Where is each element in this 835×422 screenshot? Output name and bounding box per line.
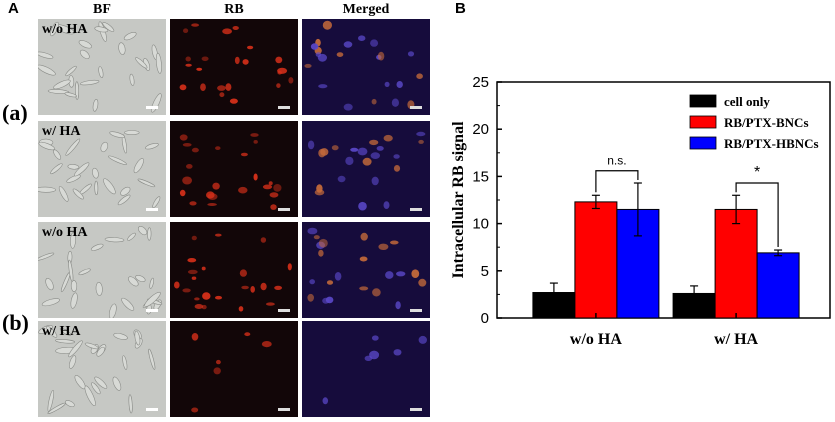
scale-bar xyxy=(146,408,158,411)
x-tick-label: w/ HA xyxy=(714,331,758,348)
micrograph-merged-row-1 xyxy=(302,19,430,115)
x-tick-label: w/o HA xyxy=(570,331,622,348)
y-tick-label: 10 xyxy=(472,216,489,233)
column-header-merged: Merged xyxy=(342,2,390,17)
scale-bar xyxy=(278,408,290,411)
bar-rb-ptx-bncs-2 xyxy=(714,208,758,319)
condition-label-row-4: w/ HA xyxy=(42,324,81,339)
bar-rb-ptx-bncs-1 xyxy=(574,201,618,319)
micrograph-bf-row-1: w/o HA xyxy=(38,19,166,115)
row-group-label-a: (a) xyxy=(2,100,28,125)
legend-swatch xyxy=(689,94,717,108)
panel-b-letter: B xyxy=(455,0,466,17)
scale-bar xyxy=(278,208,290,211)
legend-swatch xyxy=(689,136,717,150)
condition-label-row-2: w/ HA xyxy=(42,124,81,139)
column-header-rb: RB xyxy=(224,2,244,17)
scale-bar xyxy=(146,208,158,211)
significance-bracket xyxy=(735,182,779,248)
bar-chart: 0 5 10 15 20 25 Intracellular RB signal w/o HA w… xyxy=(450,74,831,348)
y-tick-label: 0 xyxy=(481,310,489,327)
legend-label: RB/PTX-HBNCs xyxy=(724,136,819,151)
micrograph-merged-row-3 xyxy=(302,222,430,318)
micrograph-rb-row-4 xyxy=(170,321,298,417)
condition-label-row-1: w/o HA xyxy=(42,22,88,37)
micrograph-rb-row-2 xyxy=(170,121,298,217)
row-group-label-b: (b) xyxy=(2,310,29,335)
scale-bar xyxy=(410,208,422,211)
micrograph-bf-row-3: w/o HA xyxy=(38,222,166,318)
y-axis-label: Intracellular RB signal xyxy=(450,121,467,279)
significance-bracket xyxy=(595,170,639,193)
scale-bar xyxy=(410,309,422,312)
micrograph-bf-row-2: w/ HA xyxy=(38,121,166,217)
scale-bar xyxy=(278,106,290,109)
micrograph-rb-row-1 xyxy=(170,19,298,115)
y-tick-label: 5 xyxy=(481,263,489,280)
micrograph-bf-row-4: w/ HA xyxy=(38,321,166,417)
significance-label: n.s. xyxy=(607,154,626,168)
legend-swatch xyxy=(689,115,717,129)
y-tick-label: 20 xyxy=(472,121,489,138)
scale-bar xyxy=(146,309,158,312)
y-tick-label: 15 xyxy=(472,168,489,185)
condition-label-row-3: w/o HA xyxy=(42,225,88,240)
micrograph-merged-row-4 xyxy=(302,321,430,417)
micrograph-rb-row-3 xyxy=(170,222,298,318)
bar-rb-ptx-hbncs-2 xyxy=(756,252,800,319)
legend-label: cell only xyxy=(724,94,770,109)
scale-bar xyxy=(410,106,422,109)
scale-bar xyxy=(146,106,158,109)
column-header-bf: BF xyxy=(93,2,111,17)
panel-a-letter: A xyxy=(8,0,19,17)
micrograph-merged-row-2 xyxy=(302,121,430,217)
y-tick-label: 25 xyxy=(472,74,489,91)
significance-label: * xyxy=(754,164,760,181)
scale-bar xyxy=(410,408,422,411)
legend-label: RB/PTX-BNCs xyxy=(724,115,809,130)
scale-bar xyxy=(278,309,290,312)
